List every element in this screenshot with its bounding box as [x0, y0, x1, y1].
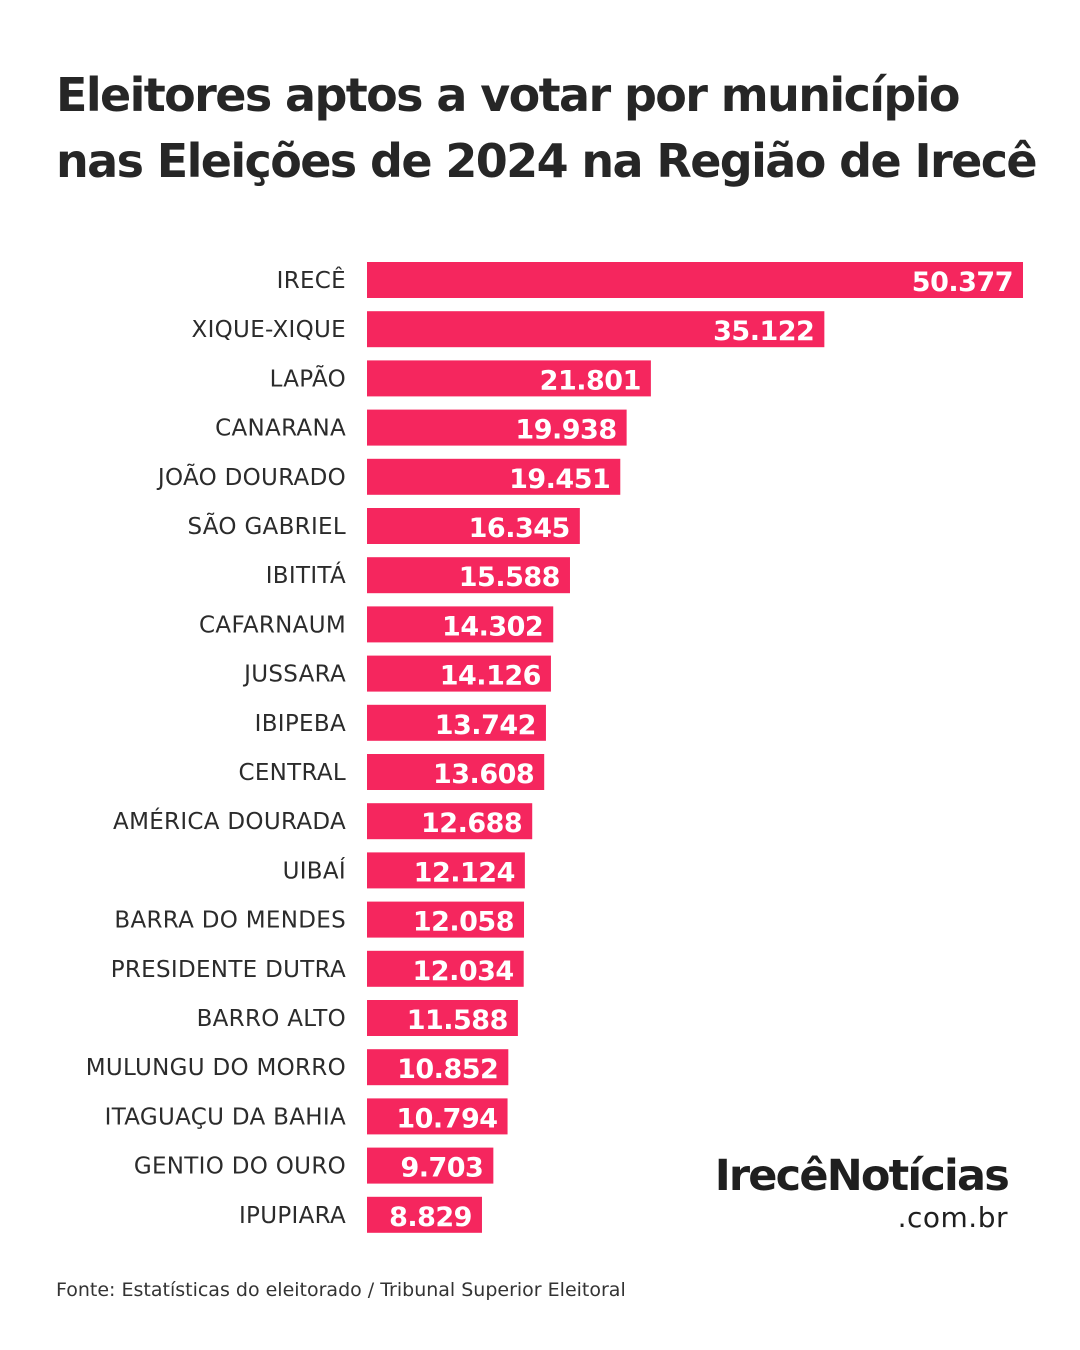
bar-chart: IRECÊ 50.377 XIQUE-XIQUE 35.122 LAPÃO 21.801 C…	[86, 262, 1023, 1233]
value-label: 15.588	[459, 562, 560, 593]
brand-name: IrecêNotícias	[714, 1151, 1010, 1201]
bar-group: CAFARNAUM 14.302	[199, 606, 554, 643]
category-label: IBITITÁ	[266, 561, 346, 589]
bar-group: GENTIO DO OURO 9.703	[134, 1147, 494, 1184]
value-label: 19.938	[515, 415, 616, 446]
value-label: 12.124	[414, 857, 515, 888]
brand-domain: .com.br	[897, 1201, 1008, 1234]
bar	[367, 655, 551, 692]
bar	[367, 311, 825, 348]
category-label: BARRA DO MENDES	[114, 908, 346, 934]
bar	[367, 901, 525, 938]
bar	[367, 950, 524, 987]
bar-group: JUSSARA 14.126	[242, 655, 551, 692]
bar-group: BARRO ALTO 11.588	[197, 1000, 518, 1036]
bar	[367, 606, 554, 643]
bar-group: PRESIDENTE DUTRA 12.034	[111, 950, 524, 987]
bar-group: IRECÊ 50.377	[277, 262, 1023, 298]
value-label: 21.801	[540, 365, 641, 396]
value-label: 12.058	[413, 907, 514, 938]
chart-title-line-1: Eleitores aptos a votar por município	[56, 68, 961, 122]
bar	[367, 1049, 509, 1086]
chart-title: Eleitores aptos a votar por município na…	[56, 62, 1038, 194]
value-label: 13.742	[435, 710, 536, 741]
bar	[367, 1196, 482, 1233]
bar	[367, 409, 627, 446]
category-label: IRECÊ	[277, 266, 346, 294]
value-label: 12.688	[421, 808, 522, 839]
value-label: 50.377	[912, 267, 1013, 298]
bar	[367, 704, 546, 741]
category-label: XIQUE-XIQUE	[192, 317, 346, 343]
bar-group: ITAGUAÇU DA BAHIA 10.794	[105, 1098, 508, 1135]
bar-group: BARRA DO MENDES 12.058	[114, 901, 525, 938]
value-label: 35.122	[713, 316, 814, 347]
bar	[367, 262, 1023, 298]
value-label: 12.034	[413, 956, 514, 987]
category-label: IBIPEBA	[255, 711, 346, 737]
value-label: 8.829	[389, 1202, 472, 1233]
category-label: BARRO ALTO	[197, 1006, 346, 1032]
value-label: 16.345	[469, 513, 570, 544]
category-label: CAFARNAUM	[199, 612, 346, 638]
bar-group: IBITITÁ 15.588	[266, 557, 570, 594]
bar-group: UIBAÍ 12.124	[283, 852, 525, 889]
category-label: CENTRAL	[238, 760, 346, 786]
category-label: UIBAÍ	[283, 856, 346, 884]
chart-title-line-2: nas Eleições de 2024 na Região de Irecê	[56, 134, 1038, 188]
bar	[367, 458, 621, 495]
bar-group: IBIPEBA 13.742	[255, 704, 546, 741]
category-label: LAPÃO	[270, 364, 346, 392]
bar-group: XIQUE-XIQUE 35.122	[192, 311, 825, 348]
category-label: AMÉRICA DOURADA	[113, 807, 346, 835]
category-label: CANARANA	[215, 416, 346, 442]
bar	[367, 754, 545, 790]
bar-group: SÃO GABRIEL 16.345	[187, 508, 580, 544]
bar	[367, 1147, 494, 1184]
brand-logo: IrecêNotícias .com.br	[714, 1150, 1010, 1234]
bar-group: JOÃO DOURADO 19.451	[156, 458, 621, 495]
bar-group: MULUNGU DO MORRO 10.852	[86, 1049, 509, 1086]
bar	[367, 360, 651, 397]
bar-group: CENTRAL 13.608	[238, 754, 545, 790]
bar	[367, 1000, 518, 1036]
bar	[367, 852, 525, 889]
category-label: ITAGUAÇU DA BAHIA	[105, 1104, 346, 1130]
bar-group: LAPÃO 21.801	[270, 360, 651, 397]
category-label: GENTIO DO OURO	[134, 1154, 346, 1180]
value-label: 14.302	[442, 611, 543, 642]
value-label: 13.608	[433, 759, 534, 790]
bar	[367, 1098, 508, 1135]
bar	[367, 508, 580, 544]
value-label: 11.588	[407, 1005, 508, 1036]
bar-group: CANARANA 19.938	[215, 409, 627, 446]
category-label: IPUPIARA	[239, 1203, 346, 1229]
category-label: SÃO GABRIEL	[187, 512, 346, 540]
category-label: JOÃO DOURADO	[156, 463, 346, 491]
source-note: Fonte: Estatísticas do eleitorado / Trib…	[56, 1279, 626, 1301]
bar	[367, 557, 570, 594]
bar-group: IPUPIARA 8.829	[239, 1196, 482, 1233]
bar	[367, 803, 533, 840]
value-label: 10.794	[396, 1103, 497, 1134]
value-label: 9.703	[400, 1153, 483, 1184]
bar-group: AMÉRICA DOURADA 12.688	[113, 803, 533, 840]
category-label: MULUNGU DO MORRO	[86, 1055, 346, 1081]
value-label: 14.126	[440, 661, 541, 692]
category-label: PRESIDENTE DUTRA	[111, 957, 346, 983]
value-label: 10.852	[397, 1054, 498, 1085]
category-label: JUSSARA	[242, 662, 346, 688]
value-label: 19.451	[509, 464, 610, 495]
